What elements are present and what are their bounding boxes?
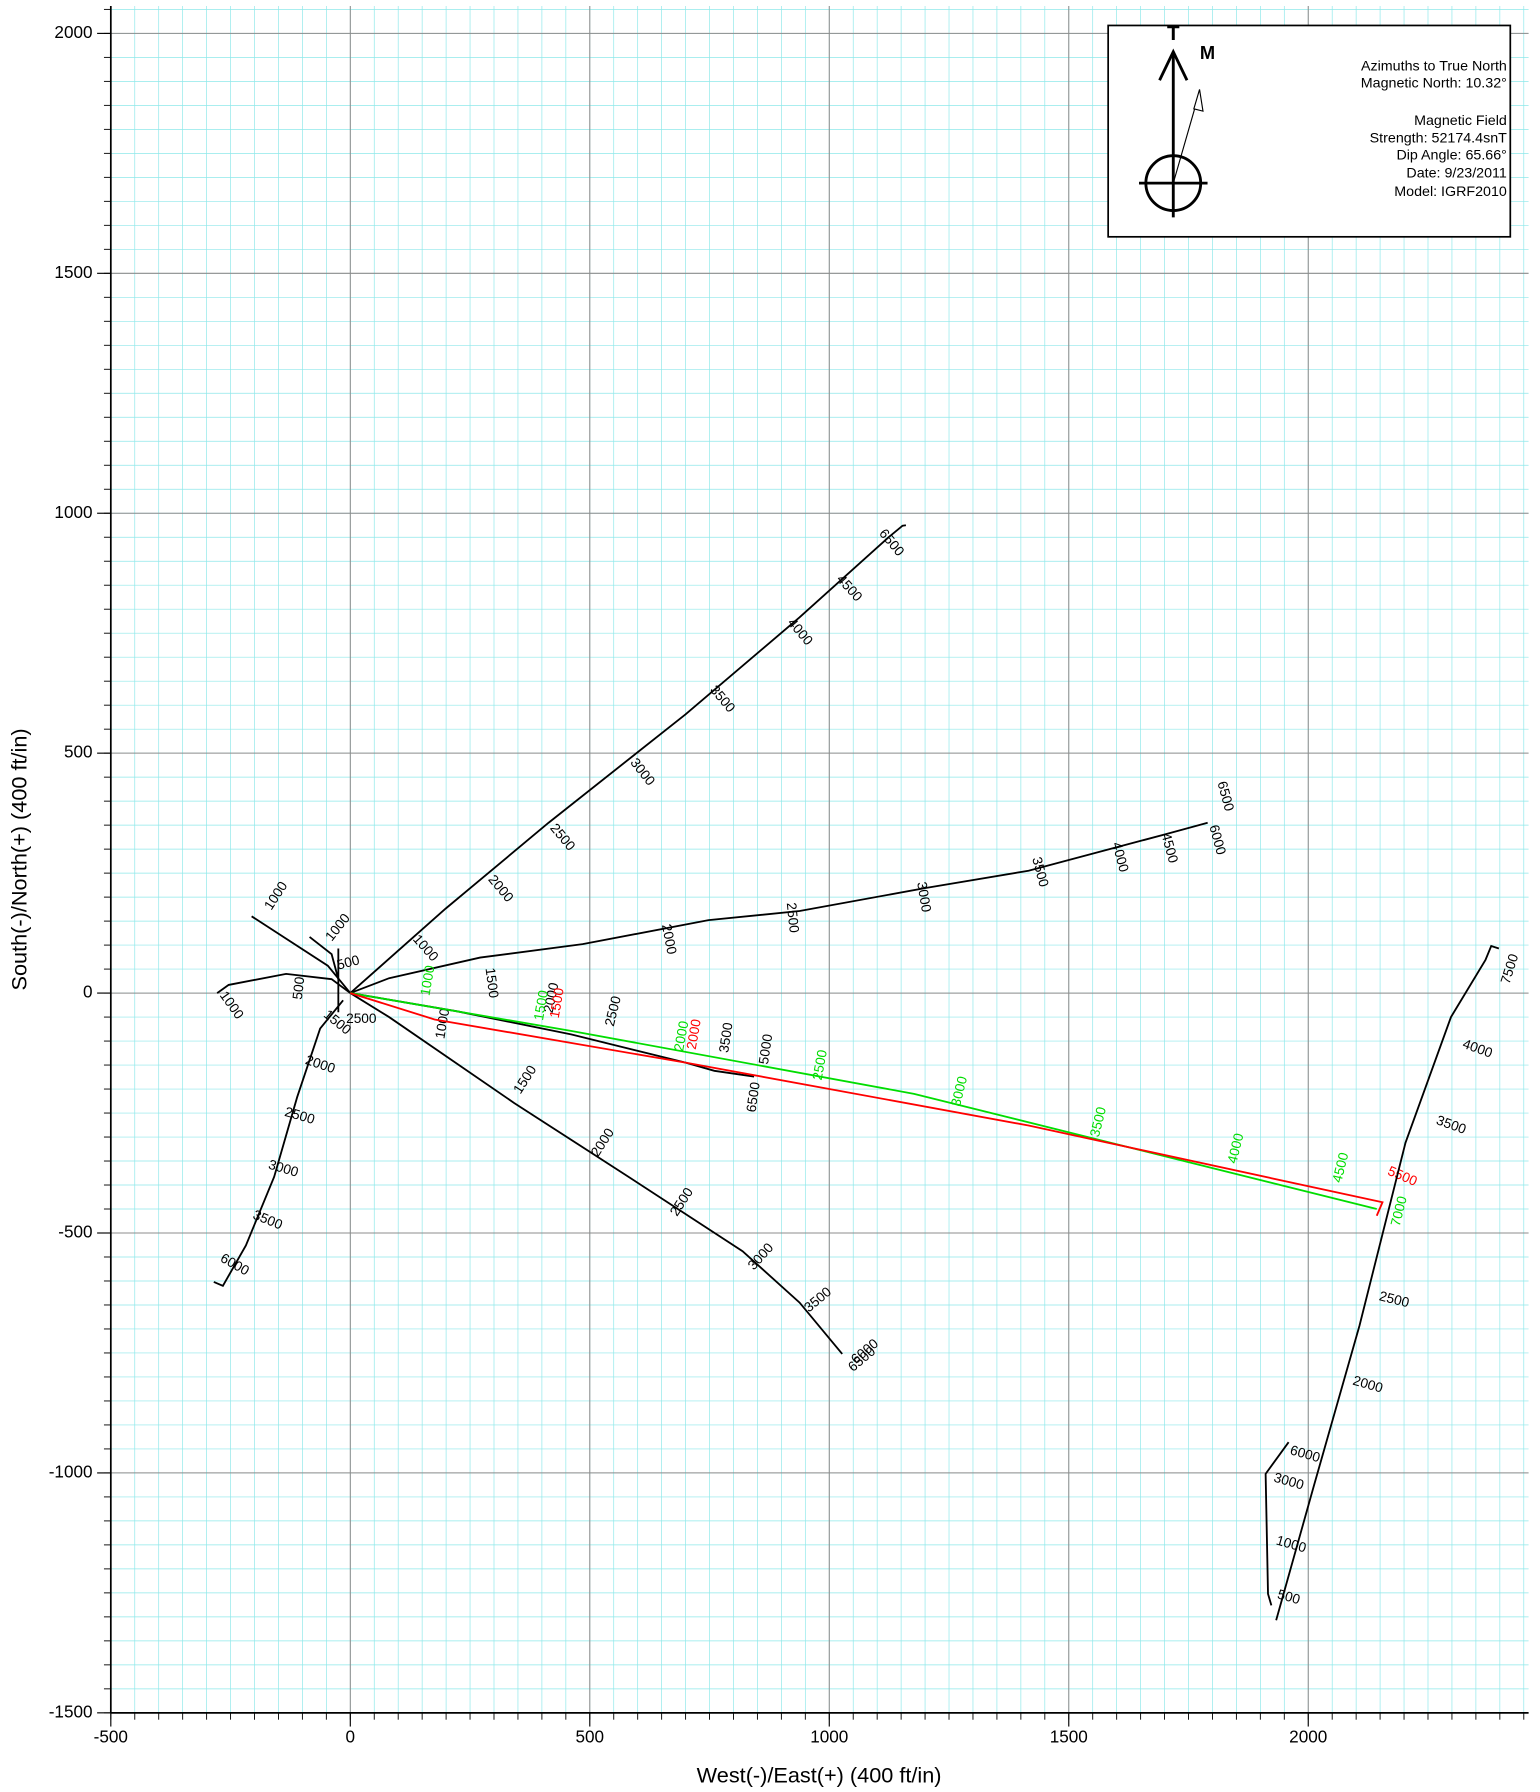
depth-label: 2500 — [810, 1048, 830, 1081]
magnetic-north-head — [1193, 89, 1204, 112]
depth-label: 5000 — [756, 1033, 775, 1066]
depth-label: 500 — [1276, 1587, 1302, 1608]
depth-label: 2500 — [283, 1104, 317, 1127]
axes: -500 0 500 1000 1500 2000-1500-1000-500050010… — [49, 6, 1529, 1747]
depth-label: 3000 — [914, 881, 934, 914]
depth-label: 7500 — [1498, 952, 1522, 986]
depth-label: 2000 — [588, 1125, 617, 1159]
x-tick-label: 1000 — [810, 1727, 848, 1747]
depth-label: 1000 — [1275, 1533, 1309, 1556]
depth-label: 500 — [290, 976, 308, 1001]
info-line: Strength: 52174.4snT — [1370, 130, 1507, 146]
depth-label: 4000 — [785, 615, 816, 648]
well-path — [350, 992, 1377, 1210]
depth-label: 3500 — [251, 1207, 285, 1233]
x-tick-label: 500 — [575, 1727, 604, 1747]
well-path — [309, 936, 340, 980]
depth-label: 3500 — [1434, 1112, 1468, 1137]
depth-label: 2500 — [602, 994, 624, 1028]
depth-label: 6500 — [876, 526, 907, 559]
depth-label: 6500 — [1215, 779, 1238, 813]
depth-label: 2000 — [304, 1052, 338, 1076]
well-path — [1264, 1441, 1290, 1606]
depth-label: 4000 — [1461, 1036, 1495, 1061]
y-tick-label: 1500 — [54, 262, 92, 282]
info-line: Azimuths to True North — [1361, 58, 1507, 74]
depth-label: 4000 — [1109, 840, 1131, 874]
depth-label: 1500 — [547, 986, 567, 1019]
well-paths: 2000250030003500400045006500100015002000… — [213, 524, 1522, 1621]
depth-label: 2500 — [346, 1011, 377, 1026]
well-path — [1275, 944, 1500, 1621]
depth-label: 3500 — [1029, 855, 1051, 889]
info-line: Magnetic North: 10.32° — [1361, 75, 1507, 91]
depth-label: 6500 — [744, 1081, 763, 1114]
depth-label: 6000 — [1288, 1442, 1322, 1465]
well-path — [216, 972, 351, 994]
depth-label: 1000 — [261, 878, 290, 912]
info-line: Model: IGRF2010 — [1394, 184, 1507, 200]
depth-label: 3500 — [1087, 1105, 1109, 1139]
info-line: Date: 9/23/2011 — [1406, 166, 1507, 182]
depth-label: 4500 — [1329, 1151, 1351, 1185]
depth-label: 2000 — [659, 923, 680, 956]
info-line: Dip Angle: 65.66° — [1396, 147, 1506, 163]
depth-label: 2500 — [784, 902, 802, 934]
depth-label: 4500 — [1158, 831, 1181, 865]
y-tick-label: 1000 — [54, 502, 92, 522]
depth-label: 3000 — [267, 1157, 301, 1180]
depth-label: 1000 — [410, 932, 442, 965]
depth-label: 3000 — [627, 755, 658, 788]
y-axis-title: South(-)/North(+) (400 ft/in) — [6, 728, 31, 990]
depth-label: 2500 — [1378, 1288, 1412, 1310]
x-tick-label: 1500 — [1050, 1727, 1088, 1747]
depth-label: 2000 — [485, 872, 516, 905]
depth-label: 7000 — [1388, 1194, 1410, 1228]
well-path — [349, 821, 1208, 994]
depth-label: 3500 — [716, 1021, 735, 1054]
depth-label: 3000 — [948, 1074, 970, 1108]
well-path — [350, 992, 1384, 1217]
y-tick-label: -1000 — [49, 1461, 93, 1481]
depth-label: 4000 — [1225, 1131, 1247, 1165]
depth-label: 6000 — [218, 1250, 252, 1278]
y-tick-label: 0 — [83, 982, 93, 1002]
magnetic-north-label: M — [1200, 42, 1215, 63]
y-tick-label: 2000 — [54, 22, 92, 42]
info-line: Magnetic Field — [1414, 113, 1507, 129]
north-arrow-box: T M — [1107, 22, 1512, 238]
well-path — [213, 999, 344, 1287]
depth-label: 1500 — [483, 967, 502, 1000]
depth-label: 1000 — [418, 964, 438, 997]
depth-label: 2000 — [684, 1018, 704, 1051]
x-tick-label: 2000 — [1289, 1727, 1327, 1747]
depth-label: 4500 — [834, 572, 866, 605]
x-tick-label: -500 — [94, 1727, 128, 1747]
well-path — [349, 992, 843, 1355]
depth-label: 1500 — [531, 989, 551, 1022]
x-tick-label: 0 — [346, 1727, 356, 1747]
x-axis-title: West(-)/East(+) (400 ft/in) — [697, 1763, 942, 1788]
y-tick-label: -500 — [58, 1222, 92, 1242]
depth-label: 1000 — [432, 1007, 452, 1040]
depth-label: 1500 — [510, 1062, 539, 1096]
true-north-label: T — [1167, 22, 1180, 45]
depth-label: 6000 — [1206, 823, 1229, 857]
well-path — [251, 915, 352, 994]
y-tick-label: 500 — [64, 742, 93, 762]
depth-label: 2000 — [671, 1019, 691, 1052]
well-path — [349, 524, 907, 994]
true-north-head — [1158, 48, 1189, 81]
depth-label: 1000 — [322, 910, 353, 944]
depth-label: 2000 — [541, 981, 562, 1014]
y-tick-label: -1500 — [49, 1701, 93, 1721]
depth-label: 500 — [335, 952, 361, 973]
depth-label: 2500 — [667, 1185, 696, 1219]
grid — [110, 6, 1529, 1714]
info-box — [1107, 24, 1512, 238]
